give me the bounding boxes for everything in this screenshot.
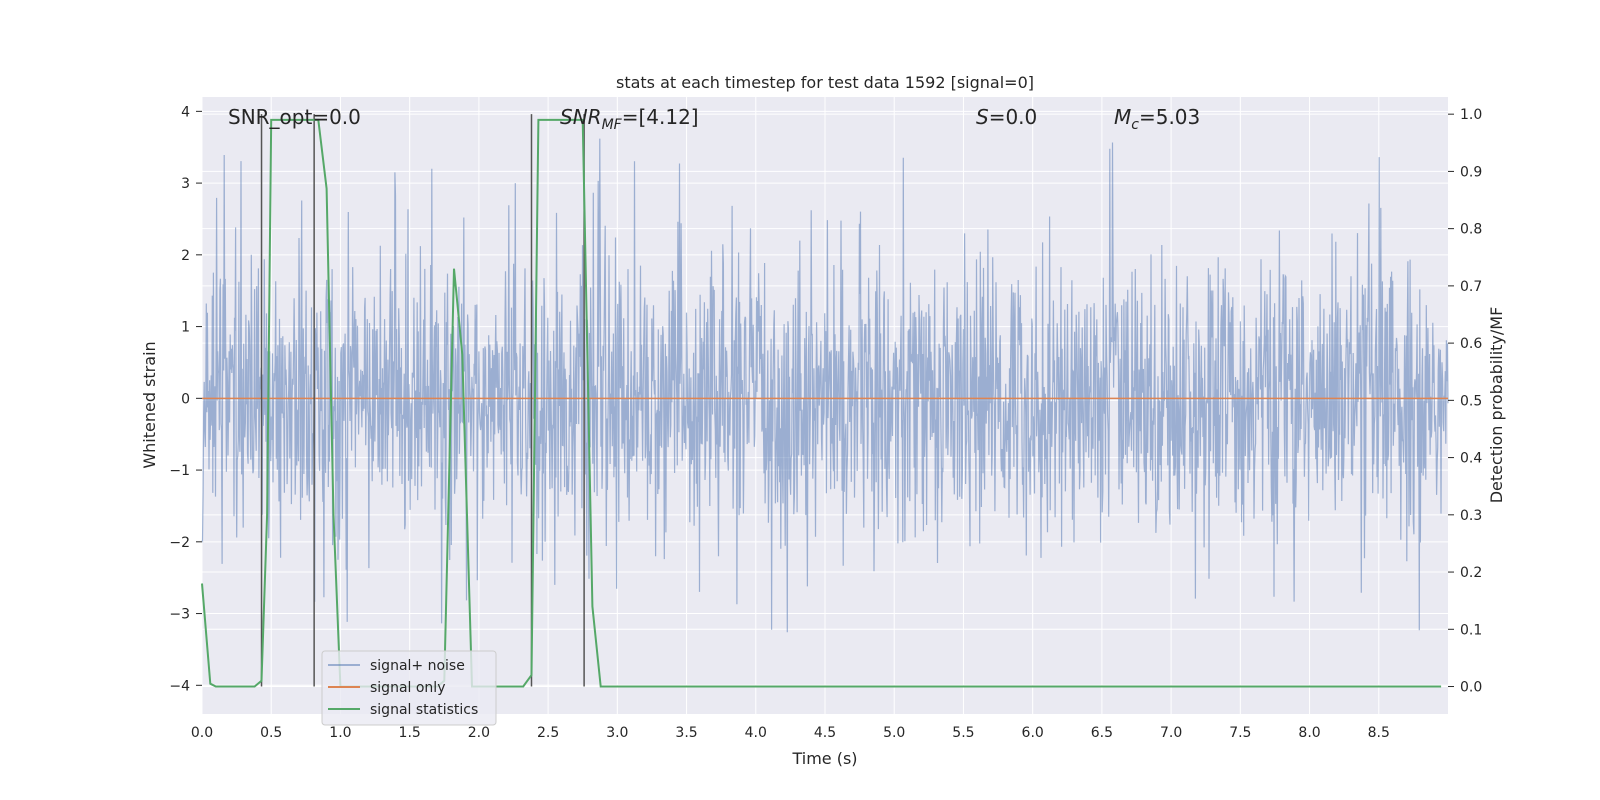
y-axis-label: Whitened strain — [140, 341, 159, 468]
x-tick-label: 1.5 — [399, 725, 421, 741]
x-tick-label: 7.0 — [1160, 725, 1182, 741]
y-tick-label: −3 — [169, 607, 190, 623]
y-right-tick-label: 0.2 — [1460, 565, 1482, 581]
x-tick-label: 6.5 — [1091, 725, 1113, 741]
y-right-tick-label: 0.9 — [1460, 164, 1482, 180]
y-right-tick-label: 1.0 — [1460, 107, 1482, 123]
y-tick-label: 4 — [181, 104, 190, 120]
annotation-s: S=0.0 — [976, 105, 1037, 129]
y-tick-label: 1 — [181, 320, 190, 336]
noise-line — [201, 138, 1449, 633]
x-tick-label: 3.5 — [675, 725, 697, 741]
y-right-tick-label: 0.1 — [1460, 622, 1482, 638]
x-tick-label: 1.0 — [329, 725, 351, 741]
annotation-mc-symbol: M — [1114, 105, 1131, 129]
annotation-s-symbol: S — [976, 105, 989, 129]
annotation-mc: Mc=5.03 — [1114, 105, 1200, 133]
x-tick-label: 4.0 — [745, 725, 767, 741]
x-tick-label: 6.0 — [1022, 725, 1044, 741]
annotation-snr-mf-value: =[4.12] — [622, 105, 699, 129]
x-axis-label: Time (s) — [791, 749, 857, 768]
annotation-snr-opt: SNR_opt=0.0 — [228, 105, 361, 129]
x-tick-label: 8.0 — [1298, 725, 1320, 741]
x-tick-label: 3.0 — [606, 725, 628, 741]
y-tick-label: 0 — [181, 391, 190, 407]
legend-label-signal: signal only — [370, 680, 445, 696]
x-tick-label: 0.0 — [191, 725, 213, 741]
x-tick-label: 2.0 — [468, 725, 490, 741]
x-axis-ticks: 0.0 0.5 1.0 1.5 2.0 2.5 3.0 3.5 4.0 4.5 5.0 5.5 6.0 6… — [191, 725, 1390, 741]
y-right-tick-label: 0.6 — [1460, 336, 1482, 352]
x-tick-label: 2.5 — [537, 725, 559, 741]
legend-label-statistics: signal statistics — [370, 702, 478, 718]
annotation-mc-subscript: c — [1131, 117, 1139, 133]
annotation-snr-mf-symbol: SNR — [560, 105, 602, 129]
x-tick-label: 5.0 — [883, 725, 905, 741]
x-tick-label: 4.5 — [814, 725, 836, 741]
x-tick-label: 8.5 — [1368, 725, 1390, 741]
annotation-s-value: =0.0 — [989, 105, 1038, 129]
annotation-snr-mf: SNRMF=[4.12] — [560, 105, 699, 133]
y-right-tick-label: 0.5 — [1460, 393, 1482, 409]
signal-noise-series — [201, 138, 1449, 633]
legend-label-noise: signal+ noise — [370, 658, 465, 674]
y-tick-label: 3 — [181, 176, 190, 192]
marker-lines — [260, 114, 585, 687]
y-tick-label: −1 — [169, 463, 190, 479]
y-axis-right-label: Detection probability/MF — [1487, 307, 1506, 504]
x-tick-label: 7.5 — [1229, 725, 1251, 741]
y-right-tick-label: 0.8 — [1460, 222, 1482, 238]
x-tick-label: 5.5 — [952, 725, 974, 741]
y-tick-label: −4 — [169, 678, 190, 694]
y-right-tick-label: 0.3 — [1460, 508, 1482, 524]
y-right-tick-label: 0.4 — [1460, 451, 1482, 467]
y-axis-right-ticks: 1.0 0.9 0.8 0.7 0.6 0.5 0.4 0.3 0.2 0.1 0.0 — [1448, 107, 1482, 696]
legend-box — [321, 650, 497, 726]
y-right-tick-label: 0.0 — [1460, 680, 1482, 696]
chart-title: stats at each timestep for test data 159… — [616, 73, 1034, 92]
x-tick-label: 0.5 — [260, 725, 282, 741]
y-tick-label: −2 — [169, 535, 190, 551]
legend: signal+ noise signal only signal statist… — [321, 650, 497, 726]
y-axis-ticks: 4 3 2 1 0 −1 −2 −3 −4 — [169, 104, 202, 694]
y-right-tick-label: 0.7 — [1460, 279, 1482, 295]
annotation-mc-value: =5.03 — [1139, 105, 1200, 129]
y-tick-label: 2 — [181, 248, 190, 264]
annotation-snr-mf-subscript: MF — [602, 117, 623, 133]
